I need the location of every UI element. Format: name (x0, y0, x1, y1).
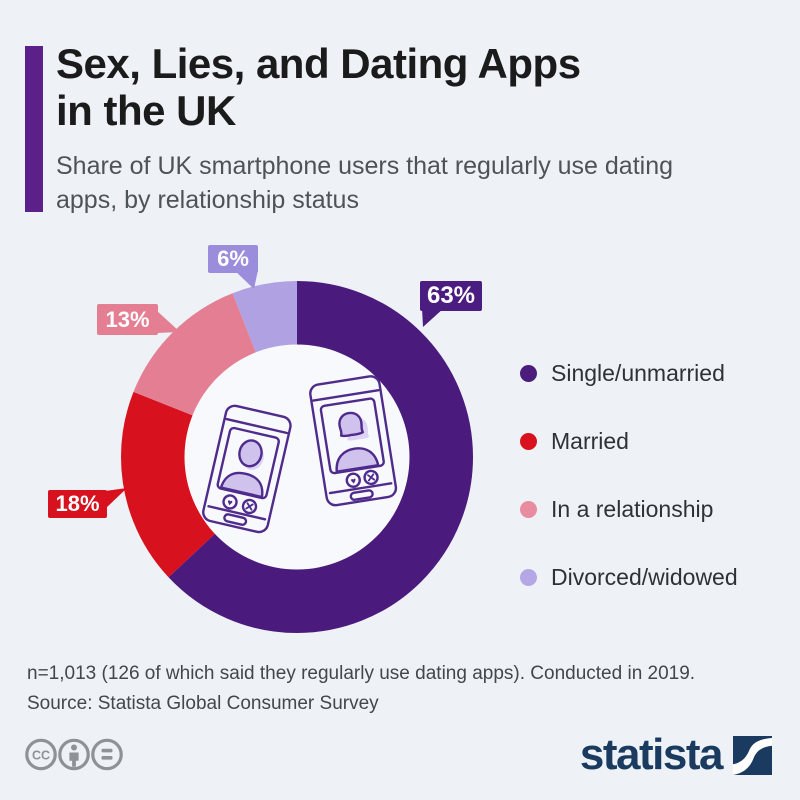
source-note: Source: Statista Global Consumer Survey (27, 693, 379, 714)
data-label-married: 18% (48, 490, 107, 518)
sample-size-note: n=1,013 (126 of which said they regularl… (27, 663, 696, 684)
subtitle-line1: Share of UK smartphone users that regula… (56, 152, 674, 180)
attribution-icon (58, 738, 90, 771)
footnote: n=1,013 (126 of which said they regularl… (27, 659, 695, 719)
donut-segments (121, 281, 473, 633)
legend-item-divorced-widowed: Divorced/widowed (520, 564, 738, 591)
statista-wordmark: statista (579, 730, 724, 779)
chart-subtitle: Share of UK smartphone users that regula… (56, 149, 776, 217)
dismiss-x-icon (245, 502, 254, 511)
legend-item-in-a-relationship: In a relationship (520, 496, 738, 523)
phones-illustration: ♥ ♥ (202, 375, 398, 534)
page-title-line1: Sex, Lies, and Dating Apps (56, 40, 581, 87)
cc-letters: CC (32, 749, 50, 763)
subtitle-line2: apps, by relationship status (56, 186, 359, 214)
statista-logo: statista (579, 730, 772, 779)
legend-label: In a relationship (551, 496, 714, 522)
page-title-line2: in the UK (56, 87, 236, 134)
statista-logo-mark (733, 735, 772, 775)
title-accent-bar (25, 46, 43, 212)
equals-glyph (101, 748, 113, 760)
phone-left-icon: ♥ (202, 404, 292, 534)
header: Sex, Lies, and Dating Apps in the UK Sha… (56, 40, 776, 217)
callout-tail-13 (156, 310, 180, 333)
legend-item-married: Married (520, 428, 738, 455)
legend-item-single-unmarried: Single/unmarried (520, 360, 738, 387)
cc-icon (25, 738, 57, 771)
chart-legend: Single/unmarried Married In a relationsh… (520, 360, 738, 591)
callout-tail-6 (234, 270, 258, 289)
legend-dot-in-a-relationship (520, 501, 537, 518)
legend-dot-divorced-widowed (520, 569, 537, 586)
attribution-person-glyph (69, 744, 79, 767)
donut-segment-married (121, 281, 473, 633)
callout-tail-63 (422, 308, 444, 327)
data-label-single-unmarried: 63% (420, 281, 482, 311)
like-heart-icon: ♥ (350, 475, 357, 486)
legend-label: Divorced/widowed (551, 564, 738, 590)
equals-icon (91, 738, 123, 771)
legend-dot-married (520, 433, 537, 450)
dismiss-x-icon (367, 473, 376, 482)
callout-tail-18 (105, 488, 127, 509)
data-label-in-a-relationship: 13% (97, 304, 158, 335)
legend-label: Single/unmarried (551, 360, 725, 386)
like-heart-icon: ♥ (226, 497, 233, 508)
donut-segment-divorced-widowed (121, 281, 473, 633)
phone-right-icon: ♥ (309, 375, 398, 507)
license-icons: CC (25, 738, 123, 771)
data-label-divorced-widowed: 6% (208, 245, 258, 273)
legend-label: Married (551, 428, 629, 454)
legend-dot-single-unmarried (520, 365, 537, 382)
